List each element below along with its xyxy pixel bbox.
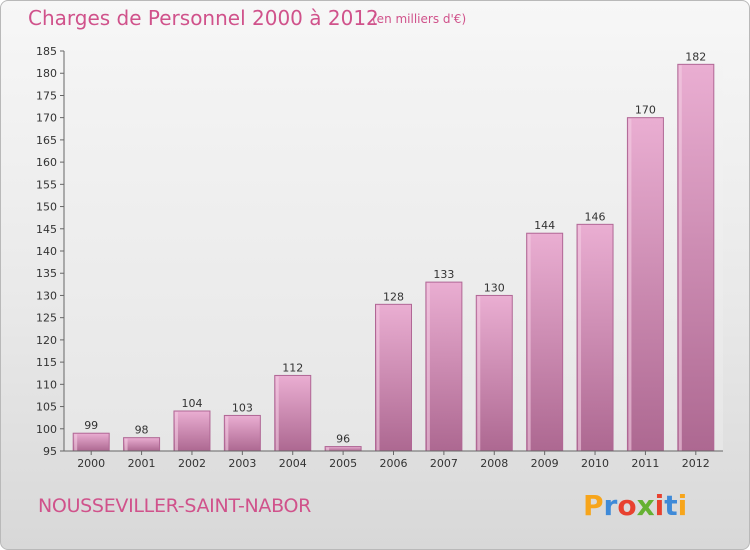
x-tick-label: 2011 xyxy=(631,457,659,470)
y-tick-label: 155 xyxy=(36,178,57,191)
bar-highlight xyxy=(527,234,531,451)
bar-highlight xyxy=(578,225,582,451)
bar-value-label: 144 xyxy=(534,219,555,232)
x-tick-label: 2005 xyxy=(329,457,357,470)
bar xyxy=(677,63,715,452)
bar-highlight xyxy=(426,283,430,451)
bar-value-label: 130 xyxy=(484,281,505,294)
y-tick-label: 100 xyxy=(36,423,57,436)
y-tick-label: 120 xyxy=(36,334,57,347)
y-tick-label: 125 xyxy=(36,312,57,325)
chart-title: Charges de Personnel 2000 à 2012 xyxy=(28,6,379,30)
x-tick-label: 2007 xyxy=(430,457,458,470)
y-tick-label: 140 xyxy=(36,245,57,258)
bar-highlight xyxy=(275,376,279,451)
chart-subtitle: (en milliers d'€) xyxy=(372,12,467,26)
y-tick-label: 150 xyxy=(36,201,57,214)
y-tick-label: 165 xyxy=(36,134,57,147)
bar-value-label: 96 xyxy=(336,433,350,446)
logo-letter: i xyxy=(654,489,665,522)
bar-highlight xyxy=(74,434,78,451)
bar-highlight xyxy=(326,447,330,451)
x-tick-label: 2003 xyxy=(228,457,256,470)
bar xyxy=(576,223,614,452)
bar xyxy=(324,446,362,452)
y-tick-label: 180 xyxy=(36,67,57,80)
bar-value-label: 182 xyxy=(685,50,706,63)
logo-letter: r xyxy=(603,489,618,522)
x-tick-label: 2002 xyxy=(178,457,206,470)
x-tick-label: 2009 xyxy=(531,457,559,470)
logo-letter: o xyxy=(617,489,637,522)
y-tick-label: 135 xyxy=(36,267,57,280)
logo-letter: t xyxy=(664,489,678,522)
bar-value-label: 103 xyxy=(232,401,253,414)
bar-highlight xyxy=(678,65,682,451)
x-tick-label: 2008 xyxy=(480,457,508,470)
logo-letter: i xyxy=(677,489,688,522)
bar-value-label: 146 xyxy=(585,210,606,223)
commune-name: NOUSSEVILLER-SAINT-NABOR xyxy=(38,495,312,517)
bar-value-label: 170 xyxy=(635,104,656,117)
y-tick-label: 185 xyxy=(36,45,57,58)
y-tick-label: 160 xyxy=(36,156,57,169)
y-tick-label: 170 xyxy=(36,112,57,125)
bar xyxy=(425,281,463,452)
bar-highlight xyxy=(376,305,380,451)
bar-value-label: 99 xyxy=(84,419,98,432)
logo-letter: x xyxy=(636,489,655,522)
bar xyxy=(123,437,161,452)
bar xyxy=(274,374,312,452)
bar-value-label: 112 xyxy=(282,361,303,374)
x-tick-label: 2012 xyxy=(682,457,710,470)
x-tick-label: 2004 xyxy=(279,457,307,470)
x-tick-label: 2001 xyxy=(128,457,156,470)
y-tick-label: 130 xyxy=(36,289,57,302)
y-tick-label: 105 xyxy=(36,401,57,414)
y-tick-label: 115 xyxy=(36,356,57,369)
y-tick-label: 145 xyxy=(36,223,57,236)
y-tick-label: 175 xyxy=(36,89,57,102)
bar xyxy=(223,414,261,452)
bar-value-label: 104 xyxy=(181,397,202,410)
x-tick-label: 2000 xyxy=(77,457,105,470)
bar-highlight xyxy=(628,118,632,452)
bar xyxy=(173,410,211,452)
bar-highlight xyxy=(225,416,229,451)
y-tick-label: 95 xyxy=(43,445,57,458)
logo-letter: P xyxy=(583,489,604,522)
bar-highlight xyxy=(124,438,128,451)
bar xyxy=(475,294,513,452)
bar-value-label: 128 xyxy=(383,290,404,303)
bar-highlight xyxy=(477,296,481,451)
bar xyxy=(526,232,564,452)
x-tick-label: 2010 xyxy=(581,457,609,470)
bar xyxy=(375,303,412,452)
bar-value-label: 98 xyxy=(135,424,149,437)
y-tick-label: 110 xyxy=(36,378,57,391)
proxiti-logo: Proxiti xyxy=(583,489,687,522)
bar-value-label: 133 xyxy=(433,268,454,281)
bar-highlight xyxy=(174,412,178,451)
x-tick-label: 2006 xyxy=(380,457,408,470)
bar xyxy=(626,117,664,452)
bar xyxy=(72,432,110,452)
